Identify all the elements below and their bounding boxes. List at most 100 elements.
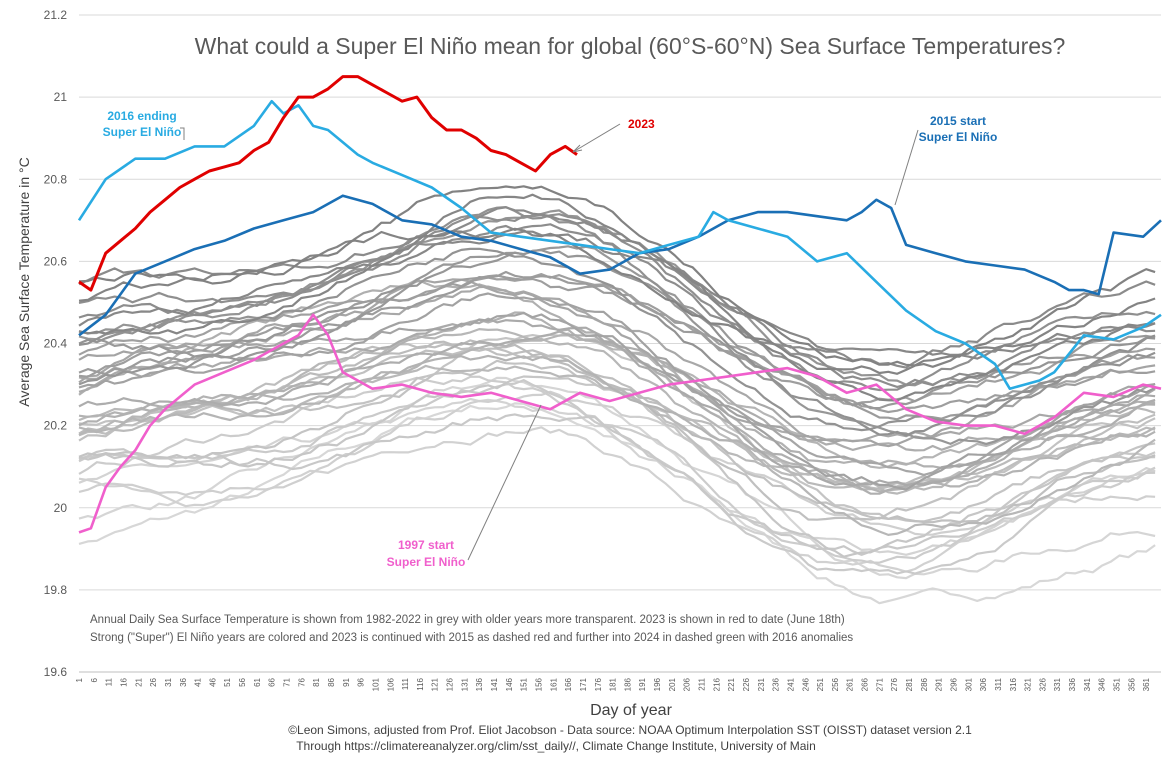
x-tick-label: 1 [75,677,84,682]
grey-year-line [78,230,1156,360]
x-tick-label: 261 [846,677,855,691]
grey-year-line [78,311,1156,448]
x-tick-label: 246 [801,677,810,691]
x-tick-label: 321 [1024,677,1033,691]
grey-year-line [78,317,1156,487]
x-tick-label: 91 [342,677,351,686]
x-tick-label: 151 [520,677,529,691]
x-tick-label: 181 [609,677,618,691]
grey-year-line [78,375,1156,564]
anno-1997-leader [467,404,542,561]
x-tick-label: 11 [105,677,114,686]
anno-1997-line1: 1997 start [398,538,454,552]
x-tick-label: 326 [1038,677,1047,691]
anno-2023: 2023 [628,117,655,131]
x-tick-label: 161 [549,677,558,691]
grey-year-line [78,426,1156,573]
y-tick-label: 20.4 [44,337,68,351]
x-tick-label: 176 [594,677,603,691]
note-line-2: Strong ("Super") El Niño years are color… [90,632,853,644]
x-tick-label: 271 [875,677,884,691]
x-tick-label: 356 [1127,677,1136,691]
anno-2015-line1: 2015 start [930,114,986,128]
x-tick-label: 286 [920,677,929,691]
grey-year-line [78,223,1156,388]
x-axis-title: Day of year [590,702,672,719]
grey-year-line [78,397,1156,556]
grey-year-line [78,379,1156,575]
grey-year-line [78,206,1156,369]
y-tick-label: 20.8 [44,172,68,186]
y-axis-title: Average Sea Surface Temperature in °C [16,157,32,406]
x-tick-label: 241 [786,677,795,691]
x-tick-label: 31 [164,677,173,686]
x-tick-label: 191 [638,677,647,691]
y-tick-label: 21 [54,90,68,104]
chart-title: What could a Super El Niño mean for glob… [195,33,1066,59]
x-tick-label: 211 [698,677,707,690]
anno-1997-line2: Super El Niño [387,555,466,569]
x-tick-label: 221 [727,677,736,691]
x-tick-label: 266 [861,677,870,691]
grey-year-line [78,249,1156,445]
series-line-2023 [78,75,578,292]
x-tick-label: 6 [90,677,99,682]
y-tick-label: 20 [54,501,68,515]
credit-line-1: ©Leon Simons, adjusted from Prof. Eliot … [288,723,972,737]
grey-year-line [78,193,1156,402]
credit-line-2: Through https://climatereanalyzer.org/cl… [296,739,816,753]
x-tick-label: 206 [683,677,692,691]
x-tick-label: 51 [223,677,232,686]
grey-year-line [78,376,1156,580]
y-tick-labels: 19.6 19.8 20 20.2 20.4 20.6 20.8 21 21.2 [44,8,68,679]
x-tick-label: 121 [431,677,440,691]
anno-2023-leader [572,123,621,153]
highlight-year-lines [77,75,1162,534]
x-tick-label: 316 [1009,677,1018,691]
x-tick-label: 276 [890,677,899,691]
x-tick-label: 306 [979,677,988,691]
grey-year-line [78,185,1156,367]
x-tick-label: 106 [386,677,395,691]
x-tick-label: 201 [668,677,677,691]
x-tick-label: 101 [371,677,380,691]
x-tick-label: 156 [534,677,543,691]
series-line-1997 [78,313,1162,534]
x-tick-label: 301 [964,677,973,691]
grey-year-line [78,364,1156,495]
grey-year-line [78,413,1156,556]
x-tick-label: 331 [1053,677,1062,691]
anno-2016-line2: Super El Niño [103,125,182,139]
x-tick-label: 341 [1083,677,1092,691]
x-tick-label: 81 [312,677,321,686]
grey-year-line [78,227,1156,375]
x-tick-label: 111 [401,677,410,690]
y-tick-label: 19.6 [44,665,68,679]
anno-2015-leader [894,129,919,206]
x-tick-label: 296 [949,677,958,691]
x-tick-label: 96 [357,677,366,686]
x-tick-label: 71 [283,677,292,686]
series-line-2016 [77,99,1162,391]
x-tick-label: 61 [253,677,262,686]
x-tick-labels: 1 6 11 16 21 26 31 36 41 46 51 56 61 66 71 76 81 86 91 96 10… [75,677,1151,691]
x-tick-label: 131 [460,677,469,691]
anno-2016-leader [180,127,185,140]
x-tick-label: 41 [194,677,203,686]
x-tick-label: 196 [653,677,662,691]
x-tick-label: 361 [1142,677,1151,691]
x-tick-label: 36 [179,677,188,686]
grey-year-line [78,332,1156,523]
x-tick-label: 116 [416,677,425,690]
grey-year-line [78,274,1156,414]
x-tick-label: 226 [742,677,751,691]
x-tick-label: 146 [505,677,514,691]
x-tick-label: 336 [1068,677,1077,691]
grey-year-line [78,334,1156,469]
x-tick-label: 86 [327,677,336,686]
x-tick-label: 236 [772,677,781,691]
y-tick-label: 20.2 [44,419,68,433]
grey-year-lines [78,185,1156,605]
x-tick-label: 351 [1113,677,1122,691]
x-tick-label: 26 [149,677,158,686]
